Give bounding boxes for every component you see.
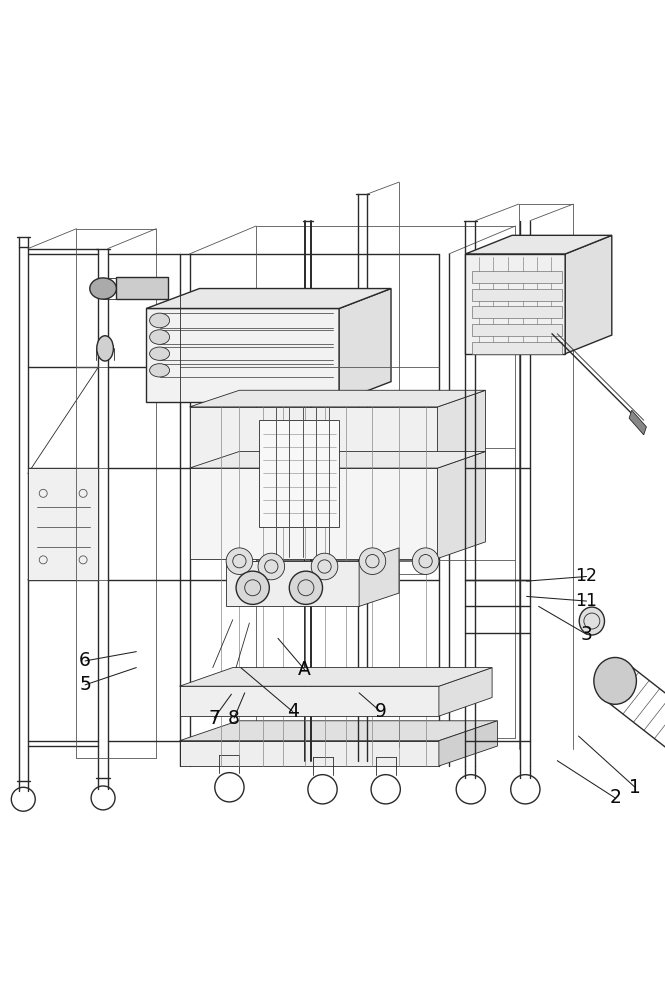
Polygon shape: [190, 451, 485, 468]
Polygon shape: [339, 289, 391, 402]
Polygon shape: [565, 235, 612, 354]
Polygon shape: [190, 407, 438, 468]
Polygon shape: [146, 308, 339, 402]
Circle shape: [226, 548, 253, 574]
Circle shape: [311, 553, 338, 580]
Ellipse shape: [150, 347, 170, 360]
Polygon shape: [180, 686, 439, 716]
Circle shape: [412, 548, 439, 574]
Polygon shape: [190, 468, 438, 559]
Polygon shape: [438, 390, 485, 468]
Text: 8: 8: [228, 709, 240, 728]
Polygon shape: [472, 289, 562, 300]
Ellipse shape: [90, 278, 116, 299]
Polygon shape: [465, 254, 565, 354]
Polygon shape: [146, 289, 391, 308]
Polygon shape: [629, 410, 646, 435]
Text: 11: 11: [575, 592, 598, 610]
Text: 3: 3: [581, 625, 593, 644]
Polygon shape: [439, 721, 497, 766]
Text: 2: 2: [609, 788, 621, 807]
Circle shape: [359, 548, 386, 574]
Polygon shape: [359, 548, 399, 606]
Text: 5: 5: [79, 675, 91, 694]
Polygon shape: [472, 324, 562, 336]
Circle shape: [258, 553, 285, 580]
Circle shape: [289, 571, 323, 604]
Text: 12: 12: [575, 567, 598, 585]
Text: 6: 6: [79, 651, 91, 670]
Text: 7: 7: [208, 709, 220, 728]
Ellipse shape: [579, 607, 604, 635]
Ellipse shape: [150, 330, 170, 344]
Polygon shape: [472, 306, 562, 318]
Ellipse shape: [150, 313, 170, 328]
Ellipse shape: [594, 657, 636, 704]
Polygon shape: [439, 668, 492, 716]
Polygon shape: [180, 741, 439, 766]
Ellipse shape: [150, 364, 170, 377]
Polygon shape: [28, 468, 98, 580]
Text: A: A: [298, 660, 311, 679]
Ellipse shape: [97, 336, 113, 361]
Polygon shape: [180, 668, 492, 686]
Polygon shape: [116, 277, 168, 299]
Polygon shape: [472, 271, 562, 283]
Polygon shape: [226, 561, 359, 606]
Text: 4: 4: [287, 702, 299, 721]
Circle shape: [236, 571, 269, 604]
Polygon shape: [180, 721, 497, 741]
Text: 9: 9: [374, 702, 386, 721]
Polygon shape: [465, 235, 612, 254]
Polygon shape: [438, 451, 485, 559]
Text: 1: 1: [629, 778, 641, 797]
Polygon shape: [472, 342, 562, 354]
Polygon shape: [259, 420, 339, 527]
Polygon shape: [190, 390, 485, 407]
